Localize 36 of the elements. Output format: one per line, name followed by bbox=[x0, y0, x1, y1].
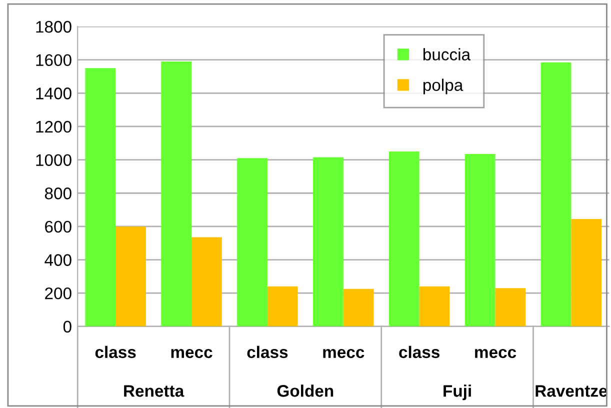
y-tick-label: 200 bbox=[45, 287, 72, 300]
y-tick-label: 1000 bbox=[36, 154, 72, 166]
x-tick-label: class bbox=[95, 346, 136, 358]
bar bbox=[192, 237, 222, 326]
text: Renetta bbox=[124, 385, 184, 397]
bar bbox=[571, 218, 602, 326]
x-tick-label: class bbox=[247, 346, 288, 358]
y-tick-label: 600 bbox=[45, 220, 72, 233]
text: Raventze bbox=[536, 385, 608, 397]
x-tick-label: mecc bbox=[475, 348, 516, 358]
legend-label: polpa bbox=[423, 78, 464, 94]
x-tick-label: class bbox=[399, 346, 440, 358]
legend-label: buccia bbox=[423, 48, 471, 60]
y-tick-label: 1200 bbox=[36, 120, 72, 133]
bar bbox=[116, 226, 146, 326]
bar bbox=[237, 158, 268, 326]
text: Fuji bbox=[444, 384, 471, 400]
bar bbox=[388, 151, 420, 326]
bar bbox=[464, 154, 496, 326]
y-tick-label: 1400 bbox=[36, 88, 72, 100]
bar bbox=[540, 62, 572, 326]
bar bbox=[313, 157, 344, 326]
y-tick-label: 1600 bbox=[36, 54, 72, 66]
x-tick-label: mecc bbox=[323, 348, 364, 358]
y-tick-label: 0 bbox=[63, 320, 72, 333]
text: Golden bbox=[277, 384, 334, 397]
y-tick-label: 800 bbox=[44, 188, 72, 200]
bar bbox=[419, 286, 450, 326]
bar bbox=[267, 286, 298, 326]
x-tick-label: mecc bbox=[171, 348, 212, 358]
bar bbox=[343, 288, 374, 326]
bar bbox=[495, 288, 526, 326]
bar bbox=[85, 68, 116, 326]
y-tick-label: 1800 bbox=[36, 20, 72, 33]
bar bbox=[161, 62, 192, 326]
y-tick-label: 400 bbox=[44, 254, 72, 266]
